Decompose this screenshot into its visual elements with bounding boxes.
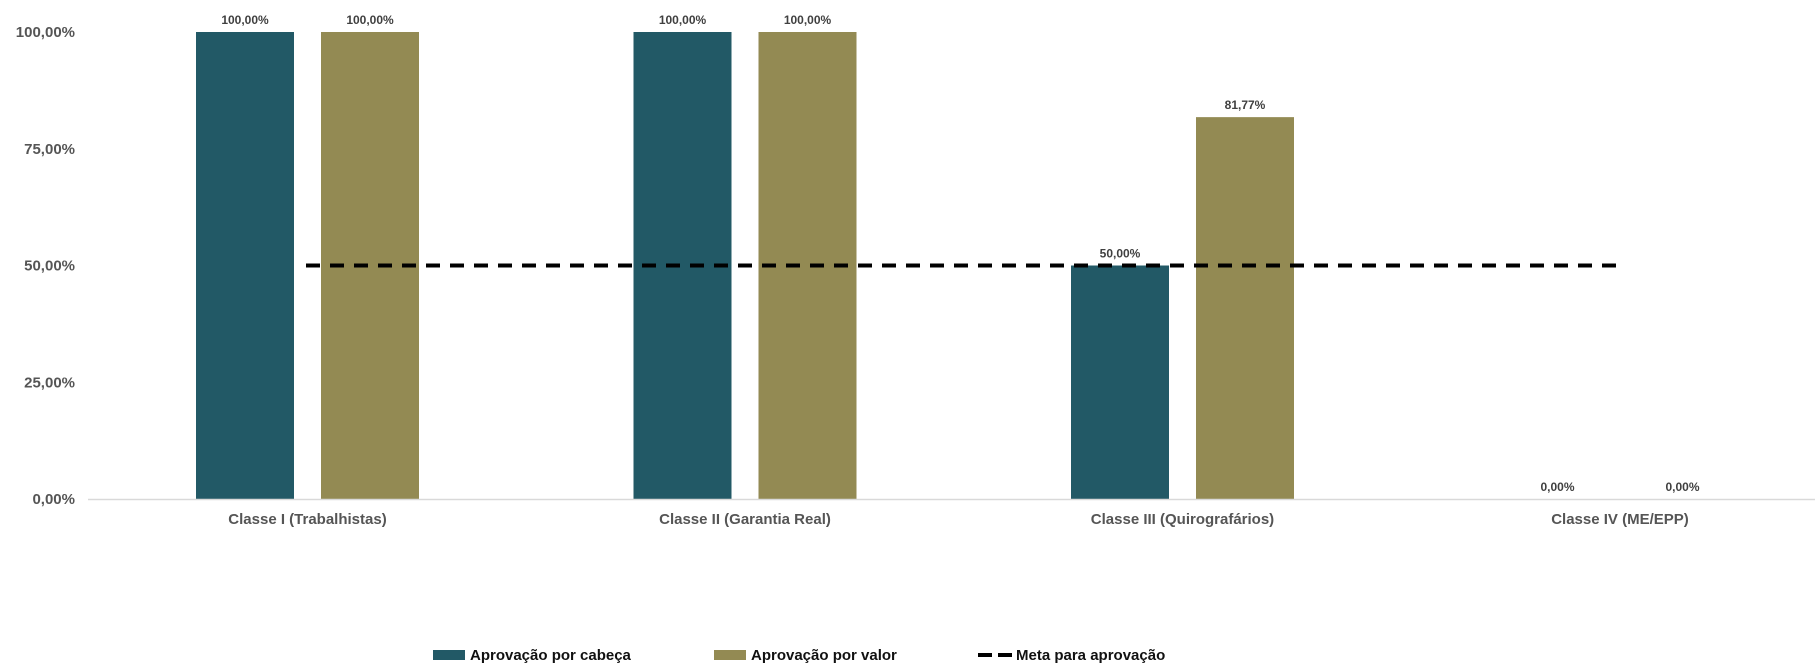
data-label: 81,77% [1225, 98, 1266, 112]
x-axis: Classe I (Trabalhistas) Classe II (Garant… [228, 511, 1688, 528]
data-label: 0,00% [1665, 480, 1699, 494]
legend-label: Aprovação por valor [751, 647, 897, 664]
bar [1196, 117, 1294, 500]
bars: 100,00% 100,00% 100,00% 100,00% 50,00% 81,77%… [196, 13, 1700, 500]
data-label: 100,00% [659, 13, 707, 27]
data-label: 100,00% [346, 13, 394, 27]
data-label: 0,00% [1540, 480, 1574, 494]
y-axis: 0,00% 25,00% 50,00% 75,00% 100,00% [16, 24, 75, 508]
legend-item: Meta para aprovação [978, 647, 1165, 664]
y-tick-label: 50,00% [24, 258, 75, 275]
legend-swatch [433, 650, 465, 660]
legend-label: Aprovação por cabeça [470, 647, 632, 664]
legend: Aprovação por cabeça Aprovação por valor M… [433, 647, 1165, 664]
category-label: Classe IV (ME/EPP) [1551, 511, 1689, 528]
legend-item: Aprovação por cabeça [433, 647, 632, 664]
legend-item: Aprovação por valor [714, 647, 897, 664]
data-label: 100,00% [784, 13, 832, 27]
data-label: 50,00% [1100, 247, 1141, 261]
y-tick-label: 25,00% [24, 374, 75, 391]
data-label: 100,00% [221, 13, 269, 27]
y-tick-label: 75,00% [24, 141, 75, 158]
y-tick-label: 100,00% [16, 24, 75, 41]
category-label: Classe III (Quirografários) [1091, 511, 1274, 528]
category-label: Classe II (Garantia Real) [659, 511, 831, 528]
bar [1071, 265, 1169, 499]
legend-label: Meta para aprovação [1016, 647, 1165, 664]
legend-swatch [714, 650, 746, 660]
bar [196, 32, 294, 499]
y-tick-label: 0,00% [32, 491, 75, 508]
category-label: Classe I (Trabalhistas) [228, 511, 386, 528]
